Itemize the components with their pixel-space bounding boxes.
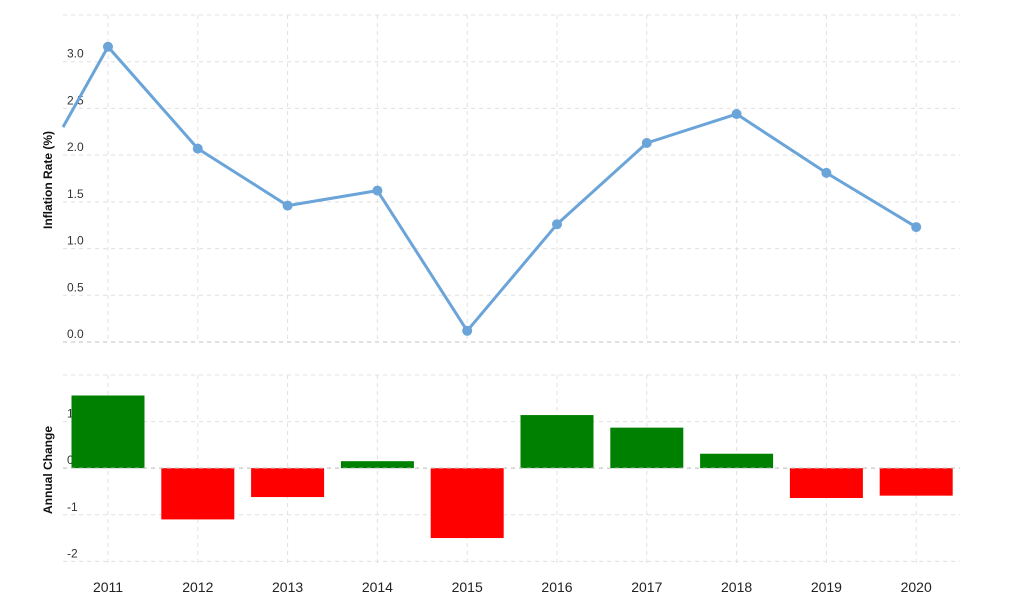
x-tick-label: 2017 [631,579,662,595]
inflation-point[interactable] [731,109,742,120]
x-tick-label: 2016 [541,579,572,595]
inflation-point[interactable] [192,143,203,154]
upper-y-tick-label: 1.5 [67,187,84,201]
inflation-point[interactable] [821,167,832,178]
inflation-series [61,41,922,336]
annual-change-bars [63,395,960,539]
upper-y-tick-label: 3.0 [67,47,84,61]
annual-change-panel: -2 -1 0 1 Annual Change [41,374,960,566]
x-tick-label: 2015 [452,579,483,595]
annual-change-bar[interactable] [71,395,145,469]
annual-change-bar[interactable] [610,427,684,469]
upper-y-tick-label: 1.0 [67,234,84,248]
annual-change-bar[interactable] [251,468,325,498]
upper-y-tick-label: 0.5 [67,280,84,294]
inflation-point[interactable] [103,41,113,52]
x-tick-label: 2013 [272,579,303,595]
inflation-point[interactable] [552,219,562,230]
annual-change-bar[interactable] [161,468,235,520]
x-tick-label: 2011 [93,579,123,595]
annual-change-bar[interactable] [520,415,594,469]
lower-y-tick-label: -2 [67,546,78,560]
annual-change-bar[interactable] [430,468,504,539]
annual-change-bar[interactable] [789,468,863,498]
inflation-point[interactable] [462,325,473,336]
x-axis-tick-labels: 2011 2012 2013 2014 2015 2016 2017 2018 2019 2020 [93,579,932,595]
x-tick-label: 2020 [901,579,932,595]
annual-change-bar[interactable] [340,461,414,469]
inflation-point[interactable] [911,222,922,233]
lower-y-axis-title: Annual Change [41,426,55,514]
upper-y-tick-labels: 0.00.51.01.52.02.53.0 [67,47,84,341]
annual-change-bar[interactable] [879,468,953,496]
lower-y-tick-label: -1 [67,500,78,514]
upper-y-axis-title: Inflation Rate (%) [41,131,55,229]
x-tick-label: 2018 [721,579,752,595]
inflation-point[interactable] [282,200,293,211]
inflation-point[interactable] [372,185,383,196]
x-tick-label: 2014 [362,579,393,595]
x-tick-label: 2012 [182,579,213,595]
inflation-line [61,45,917,333]
annual-change-bar[interactable] [700,453,774,469]
upper-grid [63,14,960,343]
upper-y-tick-label: 2.0 [67,140,84,154]
inflation-rate-panel: 0.00.51.01.52.02.53.0 Inflation Rate (%) [41,14,960,343]
x-tick-label: 2019 [811,579,842,595]
lower-y-tick-label: 0 [67,453,74,467]
upper-y-tick-label: 0.0 [67,327,84,341]
lower-y-tick-label: 1 [67,407,74,421]
inflation-point[interactable] [641,137,652,148]
lower-y-tick-labels: -2 -1 0 1 [67,407,78,561]
